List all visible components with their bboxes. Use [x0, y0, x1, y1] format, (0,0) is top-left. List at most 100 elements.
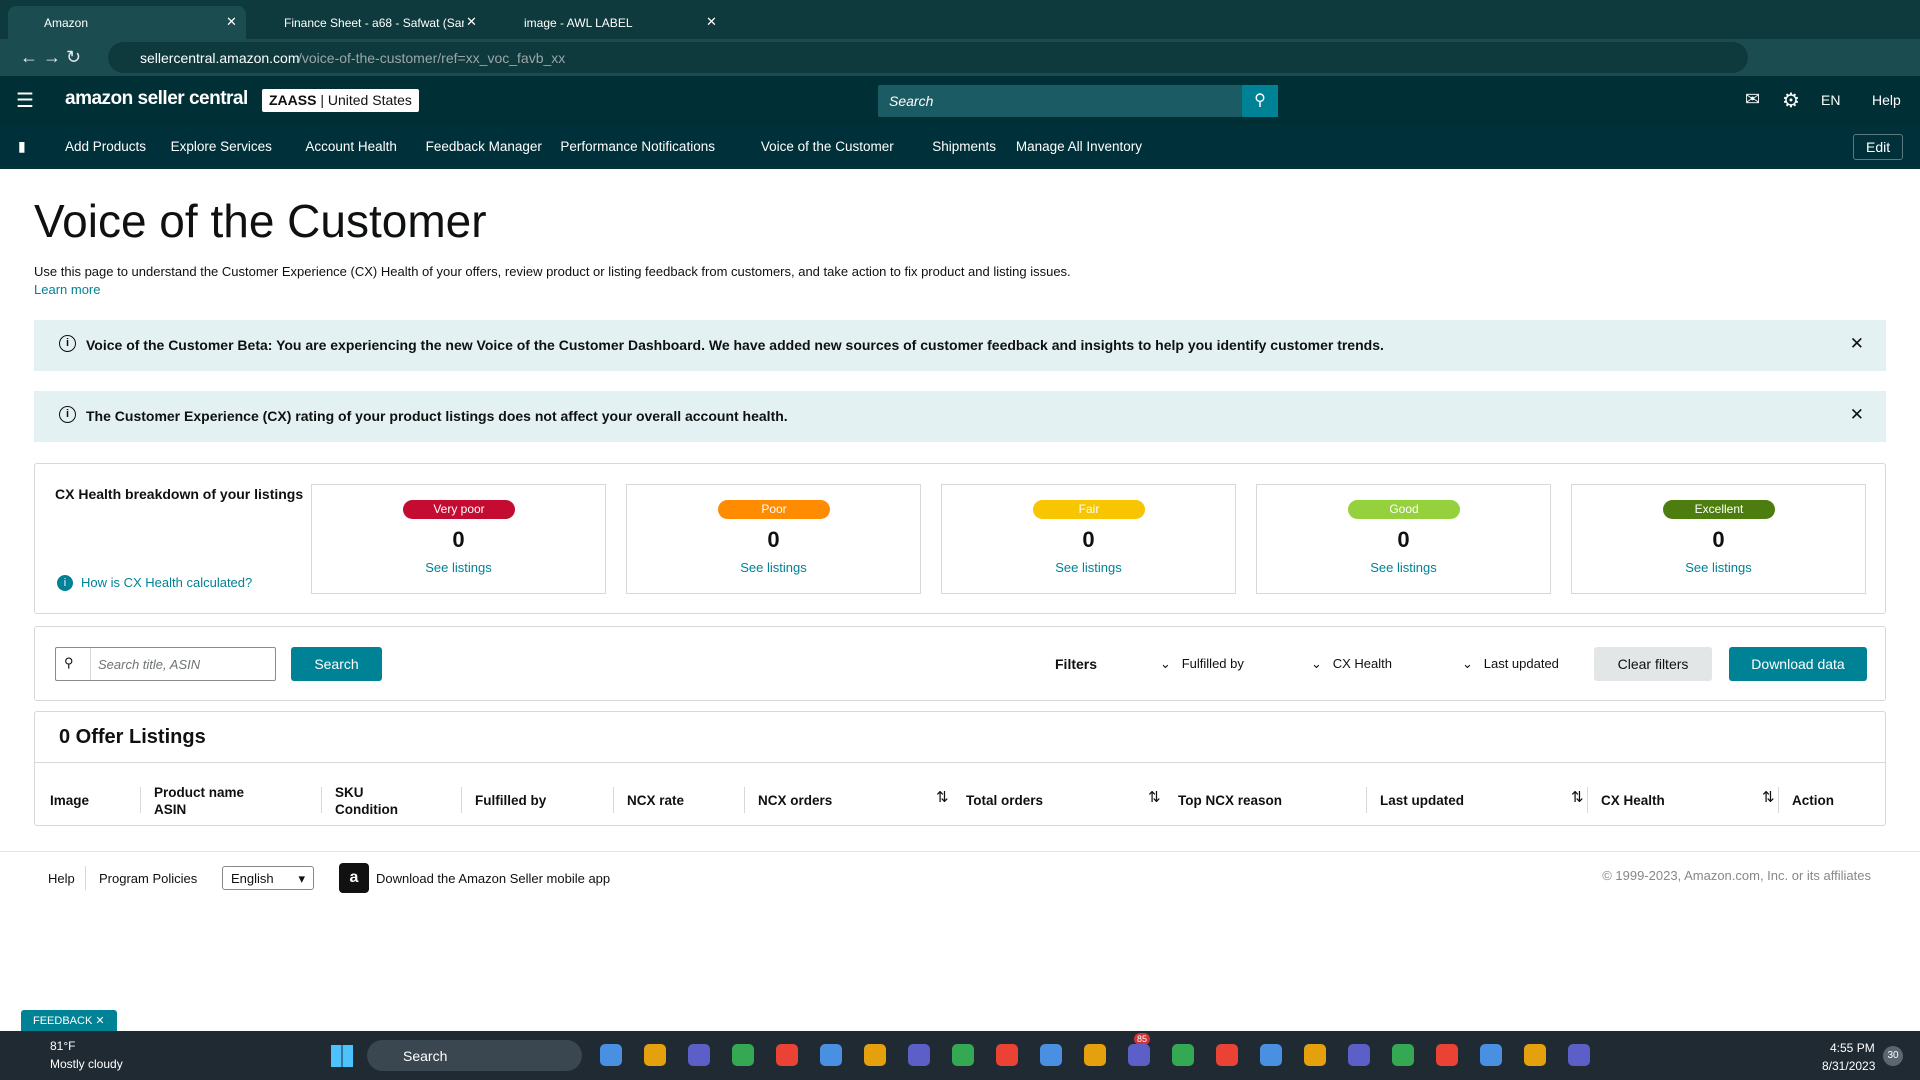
app-icon[interactable] — [1480, 1044, 1502, 1066]
listing-search[interactable]: ⚲ Search title, ASIN — [55, 647, 276, 681]
app-icon[interactable] — [1084, 1044, 1106, 1066]
cx-count: 0 — [1397, 527, 1410, 552]
column-header: Fulfilled by — [475, 792, 546, 809]
language-select[interactable]: English ▾ — [222, 866, 314, 890]
nav-item[interactable]: Add Products — [65, 139, 147, 154]
start-button[interactable] — [331, 1045, 353, 1067]
language: English — [231, 871, 274, 886]
sort-icon[interactable]: ⇅ — [1148, 789, 1161, 806]
logo[interactable]: amazon seller central — [65, 88, 248, 109]
footer-link[interactable]: Program Policies — [99, 871, 198, 886]
address-bar: ← → ↻ sellercentral.amazon.com /voice-of… — [0, 39, 1920, 76]
column-header: NCX rate — [627, 792, 684, 809]
app-icon[interactable] — [820, 1044, 842, 1066]
learn-more[interactable]: Learn more — [34, 282, 101, 297]
edit-button[interactable]: Edit — [1853, 134, 1904, 160]
notifications[interactable]: 30 — [1883, 1046, 1903, 1066]
filter-dropdown[interactable]: ⌄ CX Health — [1311, 656, 1392, 671]
nav-item[interactable]: Feedback Manager — [425, 139, 542, 154]
menu-icon[interactable]: ☰ — [16, 90, 34, 112]
app-icon[interactable] — [952, 1044, 974, 1066]
column-label: Action — [1792, 793, 1834, 808]
language[interactable]: EN — [1821, 92, 1841, 108]
search-button[interactable]: Search — [291, 647, 382, 681]
nav-arrows[interactable]: ← → ↻ — [20, 47, 82, 67]
cx-link[interactable]: See listings — [1685, 560, 1752, 575]
cx-link[interactable]: See listings — [1055, 560, 1122, 575]
column-header[interactable]: NCX orders — [758, 792, 832, 809]
app-icon[interactable] — [1392, 1044, 1414, 1066]
browser-tab[interactable]: Amazon ✕ — [8, 6, 246, 39]
column-header[interactable]: CX Health — [1601, 792, 1665, 809]
bookmark-icon[interactable]: ▮ — [18, 138, 26, 154]
footer-link[interactable]: Help — [48, 871, 75, 886]
nav-item[interactable]: Shipments — [932, 139, 996, 154]
store-picker[interactable]: ZAASS | United States — [262, 89, 419, 112]
sort-icon[interactable]: ⇅ — [1762, 789, 1775, 806]
taskbar-search-label: Search — [403, 1048, 448, 1064]
browser-tab[interactable]: Finance Sheet - a68 - Safwat (Sar ✕ — [248, 6, 486, 39]
url-path: /voice-of-the-customer/ref=xx_voc_favb_x… — [298, 50, 566, 66]
app-icon[interactable] — [776, 1044, 798, 1066]
taskbar-search[interactable]: Search — [367, 1040, 582, 1071]
column-label: ASIN — [154, 802, 187, 817]
app-icon[interactable] — [1348, 1044, 1370, 1066]
search-field[interactable]: Search — [878, 85, 1242, 117]
nav-item[interactable]: Manage All Inventory — [1015, 139, 1142, 154]
cx-link[interactable]: See listings — [425, 560, 492, 575]
app-icon[interactable] — [908, 1044, 930, 1066]
search-button[interactable]: ⚲ — [1242, 85, 1278, 117]
column-label: SKU — [335, 785, 364, 800]
app-icon[interactable] — [1040, 1044, 1062, 1066]
app-icon[interactable] — [1260, 1044, 1282, 1066]
column-header[interactable]: Last updated — [1380, 792, 1464, 809]
time: 4:55 PM — [1830, 1041, 1875, 1055]
filter-dropdown[interactable]: ⌄ Last updated — [1462, 656, 1559, 671]
help[interactable]: Help — [1872, 92, 1901, 108]
column-header[interactable]: Total orders — [966, 792, 1043, 809]
column-header: SKU Condition — [335, 784, 398, 818]
app-icon[interactable] — [996, 1044, 1018, 1066]
omnibox[interactable] — [108, 42, 1748, 73]
app-icon[interactable] — [644, 1044, 666, 1066]
banner-close[interactable]: ✕ — [1849, 405, 1864, 424]
nav-item[interactable]: Performance Notifications — [560, 139, 715, 154]
app-icon[interactable] — [1172, 1044, 1194, 1066]
app-link[interactable]: Download the Amazon Seller mobile app — [376, 871, 611, 886]
browser-tab[interactable]: image - AWL LABEL ✕ — [488, 6, 726, 39]
banner-close[interactable]: ✕ — [1849, 334, 1864, 353]
app-icon[interactable] — [1524, 1044, 1546, 1066]
feedback-tab[interactable]: FEEDBACK ✕ — [21, 1010, 117, 1031]
app-icon[interactable] — [1436, 1044, 1458, 1066]
app-icon[interactable] — [864, 1044, 886, 1066]
nav-item[interactable]: Account Health — [305, 139, 397, 154]
cx-link[interactable]: See listings — [740, 560, 807, 575]
sort-icon[interactable]: ⇅ — [1571, 789, 1584, 806]
clear-filters[interactable]: Clear filters — [1594, 647, 1712, 681]
search-placeholder: Search — [889, 93, 934, 109]
nav-item[interactable]: Explore Services — [170, 139, 272, 154]
app-icon[interactable] — [1304, 1044, 1326, 1066]
app-icon[interactable] — [1568, 1044, 1590, 1066]
download-data[interactable]: Download data — [1729, 647, 1867, 681]
app-icon[interactable] — [600, 1044, 622, 1066]
sort-icon[interactable]: ⇅ — [936, 789, 949, 806]
column-separator — [1587, 787, 1588, 813]
cx-help-link[interactable]: How is CX Health calculated? — [81, 575, 253, 590]
cx-card: Very poor 0 See listings — [311, 484, 606, 594]
settings-icon[interactable]: ⚙ — [1782, 90, 1800, 112]
listings-title: 0 Offer Listings — [59, 726, 206, 748]
column-separator — [1778, 787, 1779, 813]
cx-health-panel: CX Health breakdown of your listings i H… — [34, 463, 1886, 614]
app-icon[interactable] — [732, 1044, 754, 1066]
column-label: CX Health — [1601, 793, 1665, 808]
banner-text: Voice of the Customer Beta: You are expe… — [86, 337, 1384, 353]
filter-dropdown[interactable]: ⌄ Fulfilled by — [1160, 656, 1244, 671]
app-icon[interactable] — [1216, 1044, 1238, 1066]
cx-link[interactable]: See listings — [1370, 560, 1437, 575]
nav-item[interactable]: Voice of the Customer — [760, 139, 894, 154]
mail-icon[interactable]: ✉ — [1745, 89, 1761, 109]
app-icon[interactable] — [688, 1044, 710, 1066]
app-icon[interactable] — [1128, 1044, 1150, 1066]
cx-count: 0 — [767, 527, 780, 552]
